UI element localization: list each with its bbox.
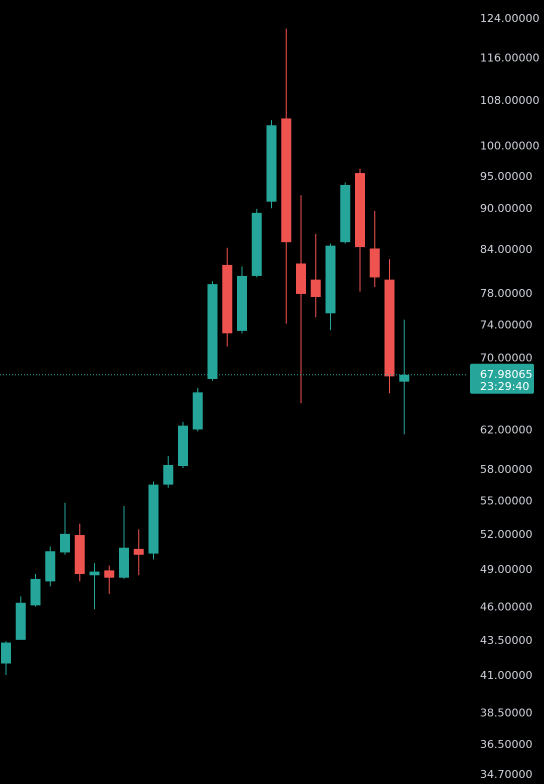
candle[interactable]	[369, 210, 380, 288]
candle[interactable]	[296, 195, 306, 404]
candle-body-down	[369, 248, 380, 278]
candle-body-down	[281, 118, 292, 243]
candle[interactable]	[89, 563, 100, 610]
y-tick-label: 36.50000	[480, 738, 533, 751]
candle-body-down	[104, 570, 115, 578]
candle-body-up	[60, 533, 70, 553]
candle-body-up	[89, 571, 100, 576]
candle[interactable]	[163, 455, 174, 488]
y-tick-label: 49.00000	[480, 563, 533, 576]
candle-body-up	[325, 245, 336, 314]
candles-layer	[1, 28, 410, 675]
candle[interactable]	[178, 421, 188, 469]
candle-body-down	[296, 263, 306, 294]
price-axis[interactable]: 124.00000 116.00000 108.00000 100.00000 95.0…	[480, 12, 540, 781]
candle-body-up	[119, 547, 129, 578]
candle-body-up	[163, 464, 174, 485]
candle[interactable]	[30, 574, 41, 607]
y-tick-label: 46.00000	[480, 601, 533, 614]
candle[interactable]	[237, 266, 247, 334]
candle[interactable]	[222, 247, 233, 347]
candle[interactable]	[207, 281, 218, 381]
candle-body-up	[340, 184, 351, 243]
candle[interactable]	[281, 28, 292, 324]
candle[interactable]	[310, 233, 321, 318]
last-price-value: 67.98065	[480, 368, 533, 381]
y-tick-label: 100.00000	[480, 140, 540, 153]
y-tick-label: 124.00000	[480, 12, 540, 25]
y-tick-label: 70.00000	[480, 351, 533, 364]
candle-body-down	[310, 279, 321, 298]
candle-body-down	[384, 279, 395, 377]
y-tick-label: 74.00000	[480, 318, 533, 331]
candle[interactable]	[251, 208, 262, 278]
y-tick-label: 95.00000	[480, 170, 533, 183]
y-tick-label: 41.00000	[480, 669, 533, 682]
bar-countdown: 23:29:40	[480, 380, 529, 393]
candle-body-up	[15, 602, 26, 640]
candle[interactable]	[266, 120, 277, 209]
y-tick-label: 52.00000	[480, 528, 533, 541]
y-tick-label: 90.00000	[480, 202, 533, 215]
candle-body-up	[148, 484, 159, 554]
candle-body-up	[266, 125, 277, 202]
last-price-badge-bg	[470, 363, 534, 394]
candle[interactable]	[74, 523, 85, 582]
candle-body-down	[74, 535, 85, 575]
candle[interactable]	[384, 259, 395, 394]
candle[interactable]	[192, 387, 203, 432]
candle[interactable]	[15, 596, 26, 640]
candle-body-up	[207, 284, 218, 380]
candle-body-up	[251, 212, 262, 276]
y-tick-label: 55.00000	[480, 495, 533, 508]
candle-body-up	[399, 374, 410, 382]
y-tick-label: 62.00000	[480, 423, 533, 436]
candle[interactable]	[148, 481, 159, 560]
candle-body-down	[222, 264, 233, 334]
y-tick-label: 116.00000	[480, 52, 540, 65]
candle[interactable]	[399, 319, 410, 435]
candle-body-up	[1, 642, 11, 664]
candle[interactable]	[1, 641, 11, 675]
candle[interactable]	[133, 529, 144, 576]
y-tick-label: 34.70000	[480, 768, 533, 781]
y-tick-label: 43.50000	[480, 634, 533, 647]
candle-body-up	[45, 551, 56, 582]
candle-body-down	[355, 173, 365, 248]
candle[interactable]	[104, 565, 115, 594]
candle[interactable]	[45, 546, 56, 587]
y-tick-label: 84.00000	[480, 243, 533, 256]
candle-body-down	[133, 548, 144, 555]
candle[interactable]	[60, 502, 70, 555]
candle[interactable]	[355, 168, 365, 292]
candle[interactable]	[325, 243, 336, 331]
y-tick-label: 78.00000	[480, 287, 533, 300]
y-tick-label: 38.50000	[480, 706, 533, 719]
candle-body-up	[192, 392, 203, 430]
candle-body-up	[237, 275, 247, 331]
candle[interactable]	[340, 182, 351, 244]
y-tick-label: 58.00000	[480, 463, 533, 476]
candle[interactable]	[119, 506, 129, 579]
y-tick-label: 108.00000	[480, 94, 540, 107]
candle-body-up	[178, 425, 188, 466]
candle-body-up	[30, 578, 41, 606]
